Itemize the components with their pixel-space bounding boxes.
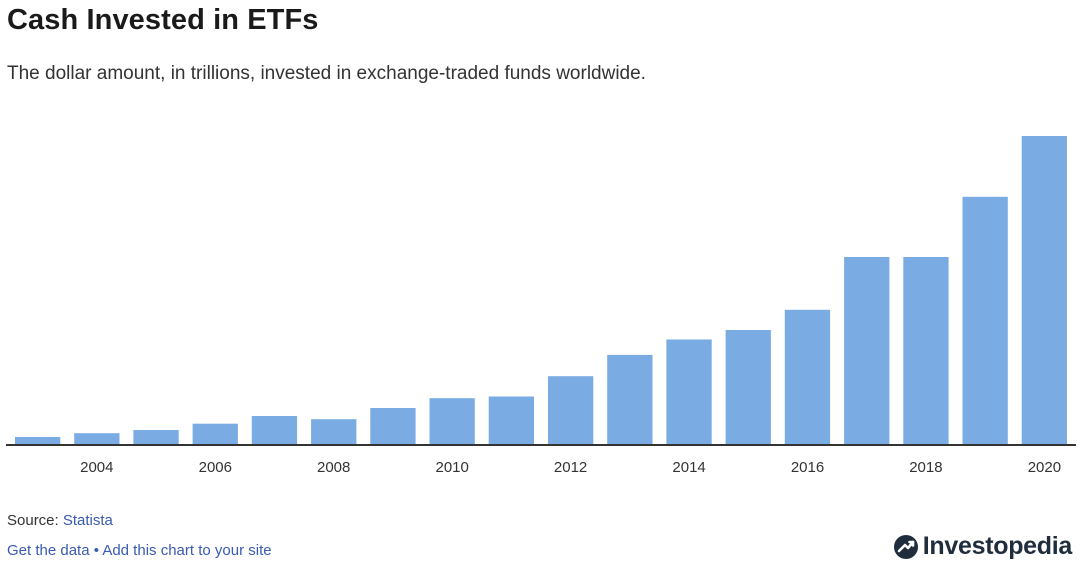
footer-separator: • bbox=[89, 542, 103, 559]
bar-2010[interactable] bbox=[429, 398, 475, 444]
x-tick-label-2020: 2020 bbox=[1028, 459, 1061, 476]
x-tick-label-2018: 2018 bbox=[909, 459, 942, 476]
bar-2005[interactable] bbox=[133, 430, 179, 444]
source-link[interactable]: Statista bbox=[62, 512, 113, 529]
bar-2009[interactable] bbox=[370, 408, 416, 444]
chart-subtitle: The dollar amount, in trillions, investe… bbox=[7, 63, 646, 84]
logo-text: Investopedia bbox=[922, 532, 1073, 560]
x-tick-label-2008: 2008 bbox=[317, 459, 350, 476]
x-tick-label-2014: 2014 bbox=[672, 459, 705, 476]
bar-2016[interactable] bbox=[784, 309, 831, 444]
add-chart-link[interactable]: Add this chart to your site bbox=[102, 542, 272, 559]
x-tick-label-2016: 2016 bbox=[791, 459, 824, 476]
bar-2011[interactable] bbox=[488, 396, 534, 445]
investopedia-logo[interactable]: Investopedia bbox=[893, 532, 1072, 561]
bar-2007[interactable] bbox=[251, 416, 298, 444]
bar-2004[interactable] bbox=[74, 433, 120, 444]
x-tick-label-2006: 2006 bbox=[199, 459, 232, 476]
x-tick-label-2010: 2010 bbox=[436, 459, 469, 476]
bars-group bbox=[15, 136, 1067, 444]
bar-2013[interactable] bbox=[607, 354, 653, 444]
get-data-link[interactable]: Get the data bbox=[7, 542, 90, 559]
bar-2006[interactable] bbox=[192, 423, 238, 444]
bar-2020[interactable] bbox=[1021, 136, 1067, 444]
chart-title: Cash Invested in ETFs bbox=[7, 4, 319, 36]
bar-2018[interactable] bbox=[903, 257, 949, 444]
footer-links: Get the data • Add this chart to your si… bbox=[7, 542, 272, 559]
bar-2003[interactable] bbox=[15, 437, 61, 444]
bar-2008[interactable] bbox=[311, 419, 357, 444]
bar-2012[interactable] bbox=[548, 376, 594, 444]
x-axis-ticks: 2004 2006 2008 2010 2012 2014 2016 2018 2020 bbox=[80, 459, 1061, 476]
bar-2014[interactable] bbox=[666, 339, 712, 445]
bar-2015[interactable] bbox=[725, 330, 771, 444]
source-line: Source: Statista bbox=[7, 512, 113, 529]
investopedia-logo-icon bbox=[893, 534, 918, 559]
source-prefix: Source: bbox=[7, 512, 63, 529]
bar-2019[interactable] bbox=[962, 196, 1008, 444]
bar-chart: 2004 2006 2008 2010 2012 2014 2016 2018 2020 bbox=[6, 136, 1076, 476]
bar-2017[interactable] bbox=[844, 257, 890, 444]
x-tick-label-2012: 2012 bbox=[554, 459, 587, 476]
x-tick-label-2004: 2004 bbox=[80, 459, 113, 476]
